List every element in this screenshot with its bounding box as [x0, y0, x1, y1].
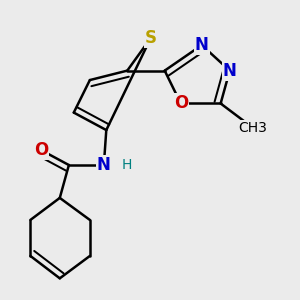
Text: O: O — [174, 94, 188, 112]
Text: H: H — [122, 158, 133, 172]
Text: S: S — [145, 29, 157, 47]
Text: O: O — [34, 141, 48, 159]
Text: CH3: CH3 — [239, 121, 268, 135]
Text: N: N — [97, 156, 111, 174]
Text: N: N — [223, 61, 237, 80]
Text: N: N — [195, 36, 209, 54]
